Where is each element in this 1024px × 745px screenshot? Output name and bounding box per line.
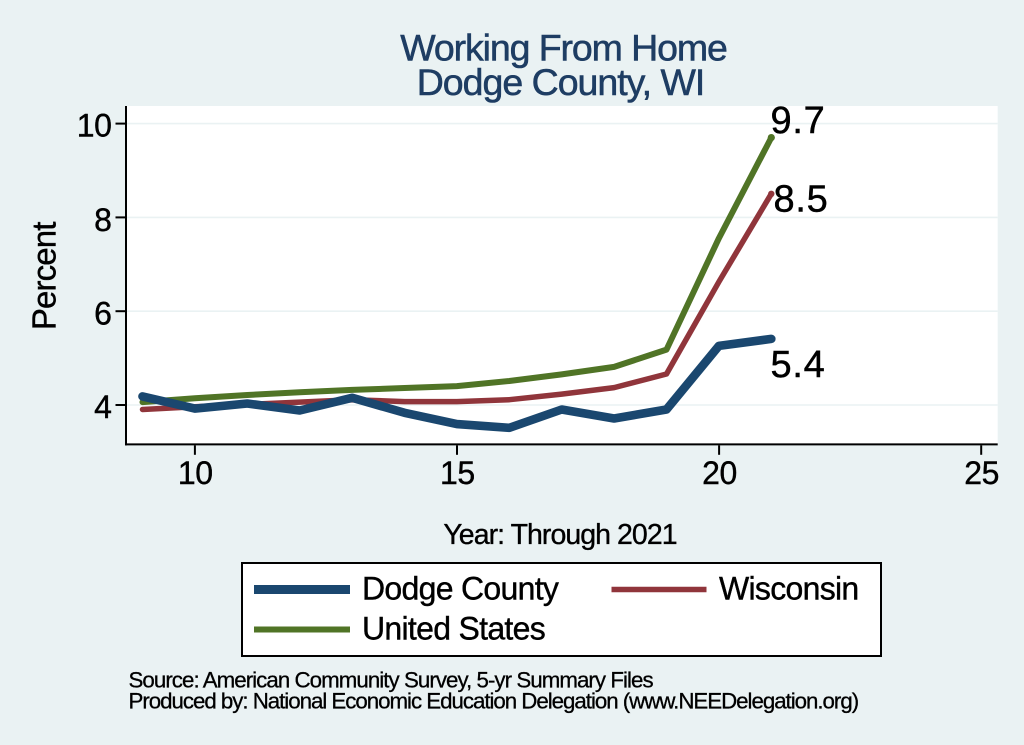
svg-text:6: 6 <box>94 296 111 332</box>
svg-text:4: 4 <box>94 389 111 425</box>
svg-text:Percent: Percent <box>25 222 62 330</box>
svg-text:United States: United States <box>362 611 545 647</box>
svg-text:10: 10 <box>178 455 213 491</box>
svg-text:Wisconsin: Wisconsin <box>719 571 859 607</box>
svg-text:9.7: 9.7 <box>771 100 826 142</box>
svg-text:8.5: 8.5 <box>774 179 829 221</box>
svg-text:10: 10 <box>77 108 112 144</box>
svg-text:Dodge County: Dodge County <box>362 571 559 607</box>
svg-text:Working From Home: Working From Home <box>400 26 727 68</box>
svg-text:Source: American Community Sur: Source: American Community Survey, 5-yr … <box>129 668 654 693</box>
svg-text:Year: Through 2021: Year: Through 2021 <box>443 519 676 551</box>
svg-text:5.4: 5.4 <box>771 344 826 386</box>
svg-text:15: 15 <box>440 455 475 491</box>
svg-text:Dodge County, WI: Dodge County, WI <box>417 61 705 103</box>
svg-text:Produced by: National Economic: Produced by: National Economic Education… <box>129 688 859 713</box>
svg-text:8: 8 <box>94 202 111 238</box>
svg-text:20: 20 <box>702 455 737 491</box>
svg-text:25: 25 <box>964 455 999 491</box>
